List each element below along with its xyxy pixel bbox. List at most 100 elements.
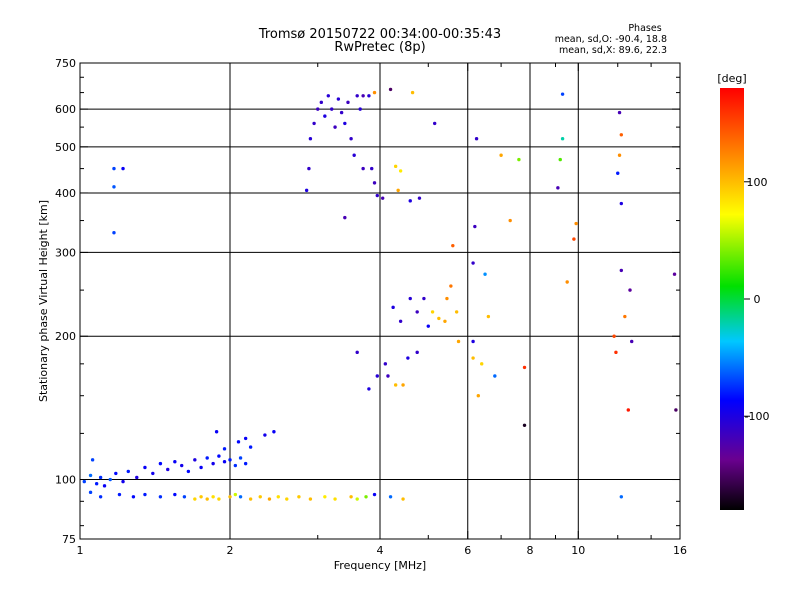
y-tick-label: 200 bbox=[55, 330, 76, 343]
data-point bbox=[94, 482, 99, 486]
data-point bbox=[228, 495, 232, 499]
data-point bbox=[355, 94, 359, 98]
y-tick-label: 750 bbox=[55, 57, 76, 70]
data-point bbox=[408, 296, 412, 301]
data-point bbox=[182, 495, 187, 499]
data-point bbox=[415, 310, 419, 314]
x-tick-label: 4 bbox=[377, 544, 384, 557]
data-point bbox=[437, 316, 441, 321]
data-point bbox=[323, 495, 327, 499]
data-point bbox=[483, 272, 487, 276]
data-point bbox=[471, 339, 475, 344]
data-point bbox=[248, 445, 253, 449]
data-point bbox=[473, 224, 477, 229]
data-point bbox=[143, 465, 147, 470]
data-point bbox=[393, 383, 398, 387]
data-point bbox=[422, 296, 426, 301]
y-axis-label: Stationary phase Virtual Height [km] bbox=[37, 200, 50, 402]
data-point bbox=[574, 221, 578, 226]
data-point bbox=[375, 374, 379, 378]
data-point bbox=[408, 199, 412, 203]
data-point bbox=[82, 479, 86, 484]
data-point bbox=[386, 374, 390, 378]
y-tick-label: 100 bbox=[55, 474, 76, 487]
data-point bbox=[267, 497, 272, 501]
data-point bbox=[454, 310, 459, 314]
data-point bbox=[186, 469, 191, 474]
data-point bbox=[158, 461, 163, 466]
x-tick-label: 2 bbox=[227, 544, 234, 557]
x-tick-label: 8 bbox=[527, 544, 534, 557]
data-point bbox=[326, 94, 331, 98]
data-point bbox=[285, 497, 289, 501]
data-point bbox=[623, 314, 627, 319]
data-point bbox=[214, 430, 219, 434]
data-point bbox=[258, 495, 262, 499]
data-point bbox=[380, 196, 385, 200]
data-point bbox=[370, 166, 374, 171]
data-point bbox=[626, 408, 631, 412]
data-point bbox=[372, 492, 377, 497]
data-point bbox=[263, 433, 267, 437]
data-point bbox=[560, 137, 565, 141]
data-point bbox=[383, 362, 388, 366]
data-point bbox=[556, 186, 560, 190]
data-point bbox=[349, 495, 353, 499]
data-point bbox=[674, 408, 678, 412]
data-point bbox=[88, 490, 93, 495]
data-point bbox=[121, 479, 125, 484]
colorbar-tick-label: 100 bbox=[747, 176, 768, 189]
data-point bbox=[672, 272, 677, 276]
data-point bbox=[199, 495, 203, 499]
data-point bbox=[361, 166, 365, 171]
data-point bbox=[451, 243, 455, 248]
data-point bbox=[508, 218, 512, 223]
data-point bbox=[112, 231, 116, 235]
colorbar-unit-label: [deg] bbox=[717, 72, 746, 85]
data-point bbox=[476, 394, 481, 398]
data-point bbox=[114, 471, 118, 476]
data-point bbox=[243, 436, 248, 441]
data-point bbox=[349, 137, 353, 141]
phases-title: Phases bbox=[628, 23, 661, 34]
data-point bbox=[628, 288, 632, 292]
data-point bbox=[222, 447, 227, 451]
data-point bbox=[619, 268, 624, 273]
data-point bbox=[572, 237, 576, 241]
data-point bbox=[112, 166, 116, 171]
data-point bbox=[248, 497, 253, 501]
data-point bbox=[330, 107, 334, 111]
data-point bbox=[445, 296, 449, 301]
data-point bbox=[352, 153, 356, 157]
data-point bbox=[307, 166, 311, 171]
data-point bbox=[372, 181, 377, 185]
x-tick-label: 1 bbox=[77, 544, 84, 557]
data-point bbox=[364, 495, 368, 499]
data-point bbox=[158, 495, 163, 499]
y-tick-label: 500 bbox=[55, 141, 76, 154]
data-point bbox=[304, 188, 309, 193]
data-point bbox=[180, 463, 184, 468]
data-point bbox=[367, 387, 371, 391]
data-point bbox=[432, 121, 437, 126]
data-point bbox=[406, 356, 410, 360]
data-point bbox=[393, 164, 398, 169]
data-point bbox=[471, 261, 475, 265]
data-point bbox=[117, 492, 122, 497]
data-point bbox=[135, 475, 139, 480]
data-point bbox=[297, 495, 301, 499]
data-point bbox=[222, 460, 227, 464]
data-point bbox=[205, 456, 209, 460]
data-points bbox=[82, 87, 678, 501]
data-point bbox=[361, 94, 365, 98]
data-point bbox=[108, 477, 112, 482]
data-point bbox=[619, 201, 624, 206]
data-point bbox=[499, 153, 503, 157]
data-point bbox=[358, 107, 362, 111]
plot-grid bbox=[80, 63, 680, 539]
data-point bbox=[98, 475, 103, 480]
data-point bbox=[372, 90, 377, 95]
data-point bbox=[143, 492, 147, 497]
data-point bbox=[228, 458, 232, 462]
data-point bbox=[319, 100, 324, 105]
